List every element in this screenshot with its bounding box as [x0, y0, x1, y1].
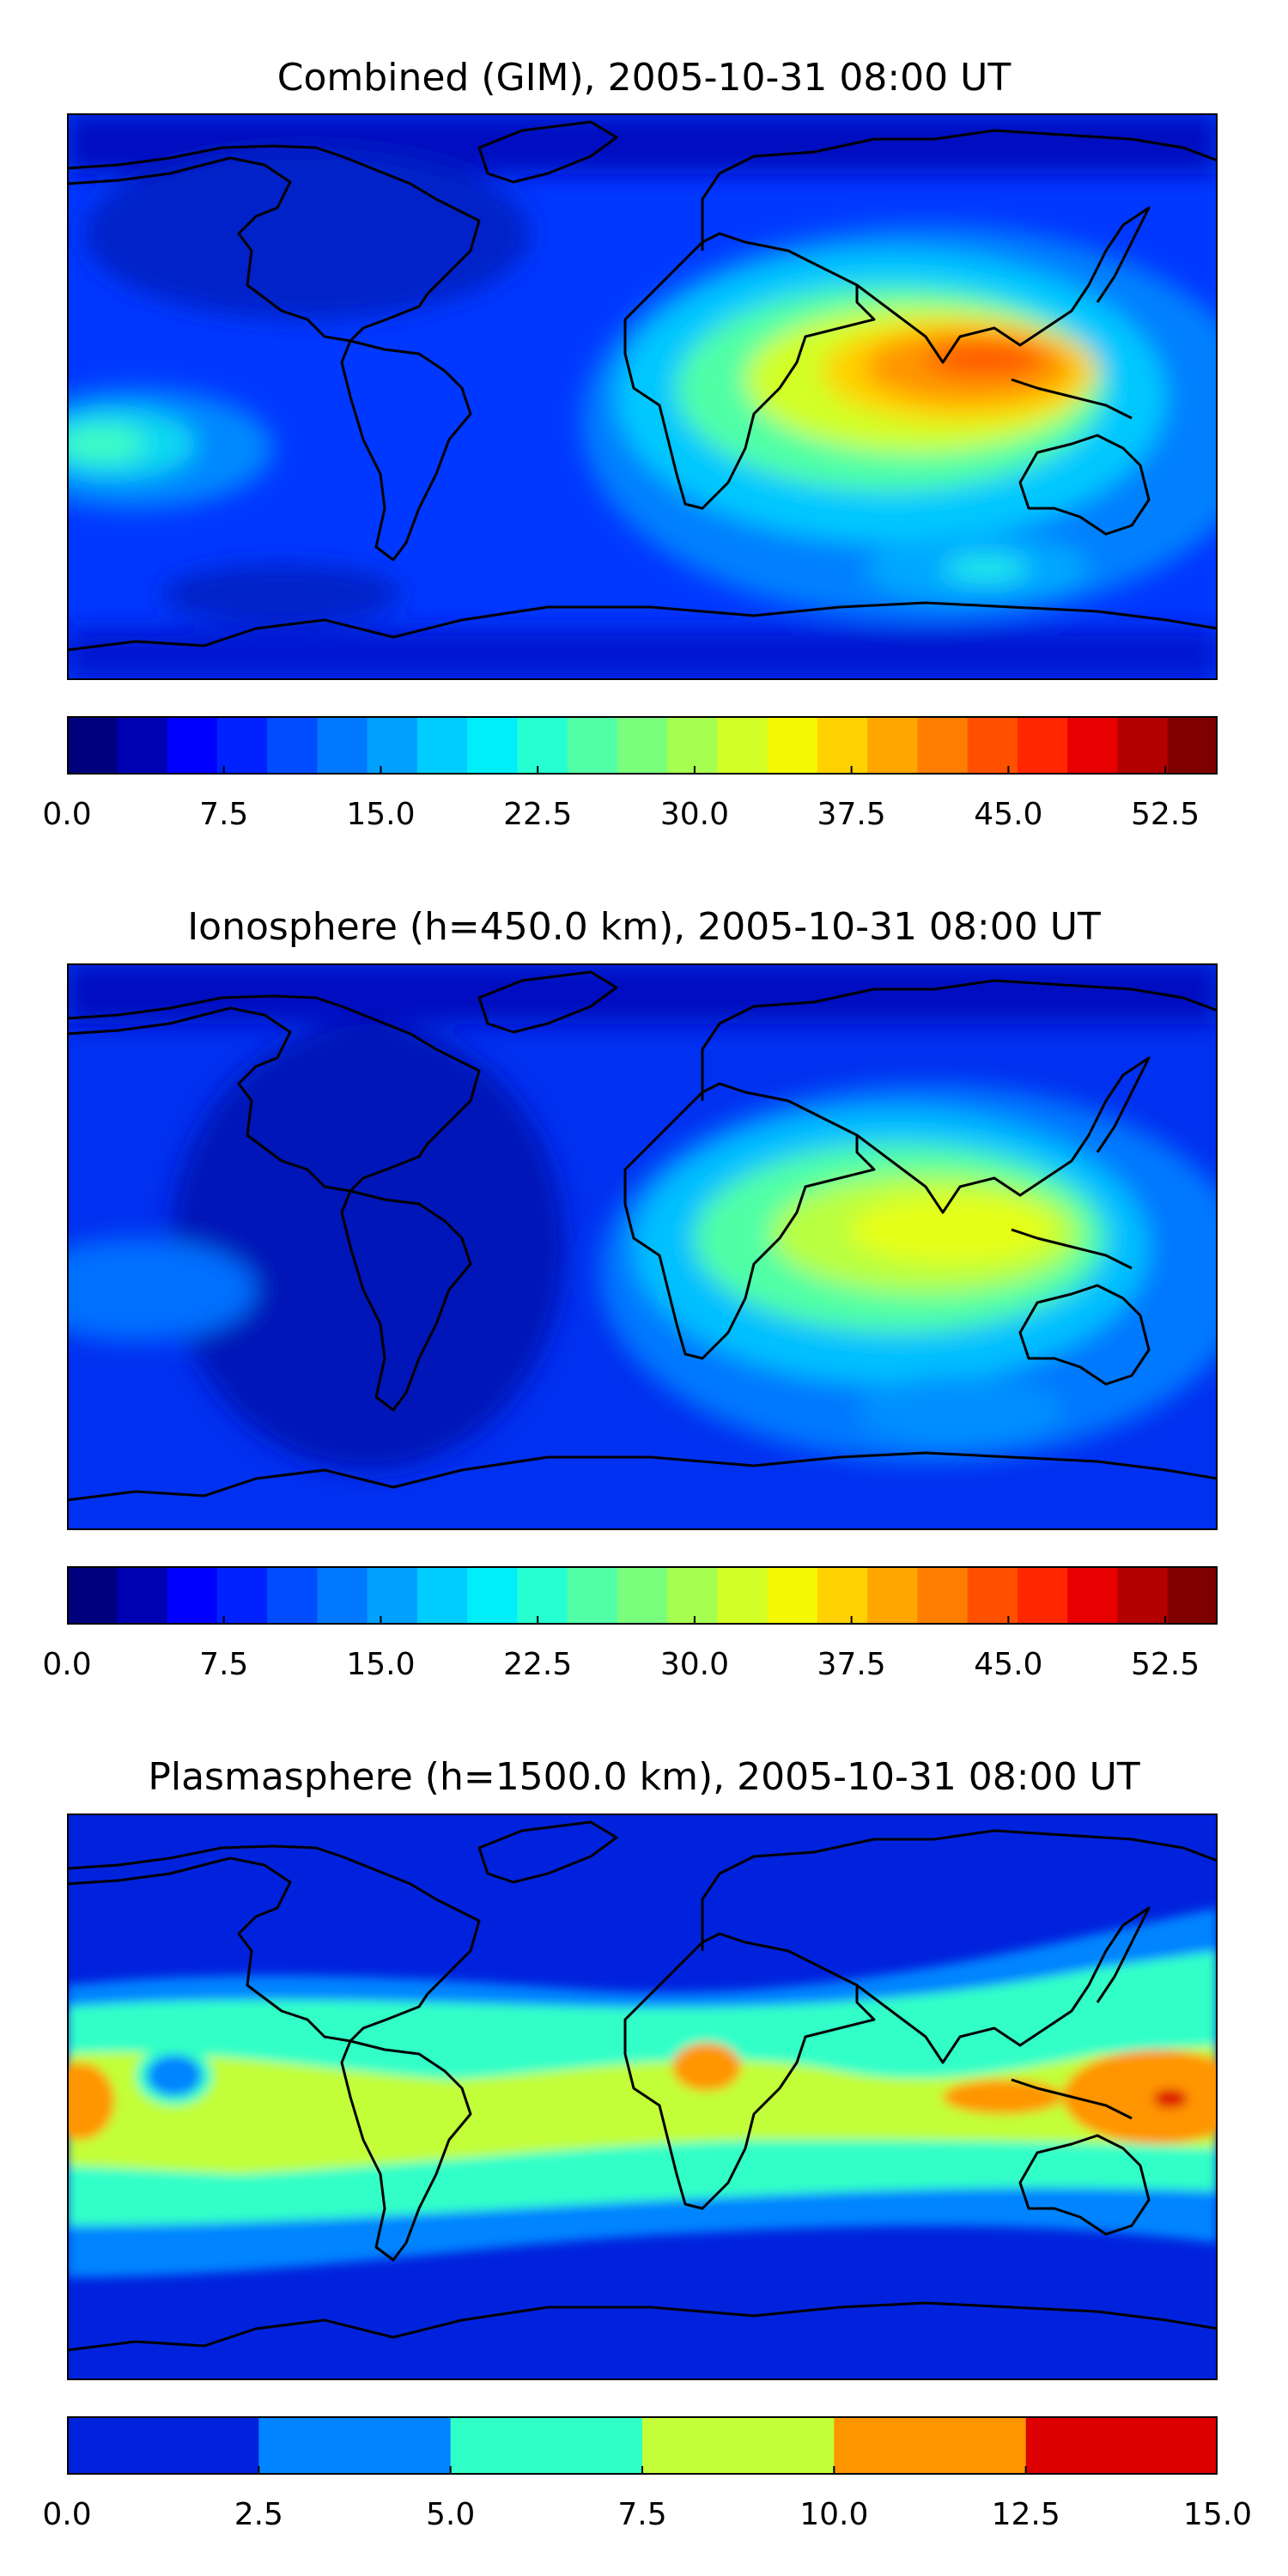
colorbar-swatch: [450, 2416, 643, 2475]
colorbar-ticks: 0.0 7.5 15.0 22.5 30.0 37.5 45.0 52.5: [42, 797, 1218, 848]
colorbar-swatch: [267, 1566, 318, 1625]
colorbar-swatch: [817, 1566, 868, 1625]
colorbar-swatch: [1167, 1566, 1218, 1625]
panel-title: Plasmasphere (h=1500.0 km), 2005-10-31 0…: [148, 1755, 1140, 1799]
colorbar-swatch: [317, 716, 368, 775]
colorbar-swatch: [267, 716, 318, 775]
map-combined: [67, 113, 1218, 680]
colorbar-tick-label: 7.5: [199, 1647, 249, 1682]
colorbar-tick-label: 5.0: [426, 2497, 476, 2532]
colorbar-tick-label: 37.5: [817, 797, 886, 832]
colorbar-ticks: 0.0 2.5 5.0 7.5 10.0 12.5 15.0: [42, 2497, 1252, 2549]
colorbar-tick-label: 0.0: [42, 797, 92, 832]
colorbar-tick-label: 30.0: [659, 1647, 729, 1682]
colorbar-tick-label: 45.0: [974, 1647, 1043, 1682]
colorbar-swatch: [517, 1566, 568, 1625]
panel-title: Combined (GIM), 2005-10-31 08:00 UT: [276, 56, 1012, 100]
colorbar-tick-label: 52.5: [1131, 797, 1200, 832]
colorbar-tick-label: 15.0: [346, 797, 416, 832]
panel-ionosphere: Ionosphere (h=450.0 km), 2005-10-31 08:0…: [42, 905, 1218, 1698]
colorbar-swatch: [817, 716, 868, 775]
colorbar-tick-label: 30.0: [659, 797, 729, 832]
colorbar-tick-label: 7.5: [617, 2497, 667, 2532]
colorbar-swatch: [1017, 1566, 1068, 1625]
colorbar-tick-label: 22.5: [503, 797, 573, 832]
colorbar-swatch: [917, 1566, 969, 1625]
colorbar-swatch: [467, 1566, 518, 1625]
colorbar-tick-label: 0.0: [42, 1647, 92, 1682]
colorbar-swatch: [367, 1566, 418, 1625]
colorbar-swatch: [567, 716, 618, 775]
colorbar-border: [67, 716, 1218, 775]
colorbar-swatch: [1017, 716, 1068, 775]
colorbar-swatch: [1117, 716, 1169, 775]
colorbar-swatch: [1067, 716, 1119, 775]
colorbar-swatch: [967, 1566, 1018, 1625]
colorbar-swatch: [667, 1566, 718, 1625]
colorbar-swatch: [917, 716, 969, 775]
colorbar-swatch: [67, 2416, 259, 2475]
colorbar-swatch: [216, 1566, 268, 1625]
colorbar-swatch: [1025, 2416, 1218, 2475]
colorbar-swatch: [67, 716, 118, 775]
colorbar-swatch: [367, 716, 418, 775]
map-plasmasphere: [67, 1814, 1218, 2380]
colorbar-swatch: [767, 716, 818, 775]
colorbar-swatch: [1067, 1566, 1119, 1625]
colorbar-swatch: [1167, 716, 1218, 775]
colorbar-swatch: [867, 1566, 919, 1625]
colorbar-swatch: [317, 1566, 368, 1625]
colorbar-swatch: [867, 716, 919, 775]
colorbar-tick-label: 15.0: [1182, 2497, 1253, 2532]
colorbar-swatch: [717, 1566, 769, 1625]
colorbar-swatch: [416, 716, 468, 775]
colorbar-swatch: [834, 2416, 1027, 2475]
colorbar-tick-label: 52.5: [1131, 1647, 1200, 1682]
colorbar-tick-label: 15.0: [346, 1647, 416, 1682]
colorbar-swatch: [258, 2416, 452, 2475]
panel-combined: Combined (GIM), 2005-10-31 08:00 UT: [0, 0, 1288, 859]
colorbar-tick-label: 10.0: [799, 2497, 869, 2532]
colorbar-swatch: [167, 1566, 218, 1625]
colorbar-swatch: [117, 716, 168, 775]
colorbar-tick-label: 0.0: [42, 2497, 92, 2532]
colorbar-swatch: [467, 716, 518, 775]
colorbar: [67, 1566, 1218, 1625]
colorbar-swatch: [67, 1566, 118, 1625]
colorbar-border: [67, 1566, 1218, 1625]
colorbar-swatch: [617, 1566, 668, 1625]
colorbar-swatch: [967, 716, 1018, 775]
panel-title: Ionosphere (h=450.0 km), 2005-10-31 08:0…: [187, 905, 1101, 949]
colorbar-swatch: [1117, 1566, 1169, 1625]
colorbar: [67, 716, 1218, 775]
colorbar-tick-label: 45.0: [974, 797, 1043, 832]
colorbar: [67, 2416, 1218, 2475]
colorbar-tick-label: 7.5: [199, 797, 249, 832]
colorbar-swatch: [717, 716, 769, 775]
map-ionosphere: [67, 963, 1218, 1530]
colorbar-swatch: [167, 716, 218, 775]
colorbar-swatch: [416, 1566, 468, 1625]
colorbar-swatch: [767, 1566, 818, 1625]
colorbar-swatch: [667, 716, 718, 775]
colorbar-swatch: [567, 1566, 618, 1625]
colorbar-tick-label: 22.5: [503, 1647, 573, 1682]
colorbar-swatch: [617, 716, 668, 775]
colorbar-tick-label: 12.5: [991, 2497, 1060, 2532]
colorbar-swatch: [216, 716, 268, 775]
colorbar-ticks: 0.0 7.5 15.0 22.5 30.0 37.5 45.0 52.5: [42, 1647, 1218, 1698]
colorbar-tick-label: 2.5: [234, 2497, 283, 2532]
colorbar-tick-label: 37.5: [817, 1647, 886, 1682]
colorbar-swatch: [517, 716, 568, 775]
colorbar-swatch: [642, 2416, 835, 2475]
colorbar-swatch: [117, 1566, 168, 1625]
